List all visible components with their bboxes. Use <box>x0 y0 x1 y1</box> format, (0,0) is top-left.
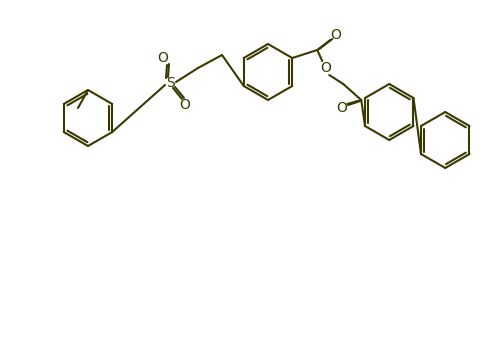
Text: O: O <box>336 101 347 115</box>
Text: O: O <box>179 98 191 112</box>
Text: O: O <box>330 28 341 42</box>
Text: O: O <box>320 61 331 75</box>
Text: S: S <box>166 76 174 90</box>
Text: O: O <box>158 51 169 65</box>
